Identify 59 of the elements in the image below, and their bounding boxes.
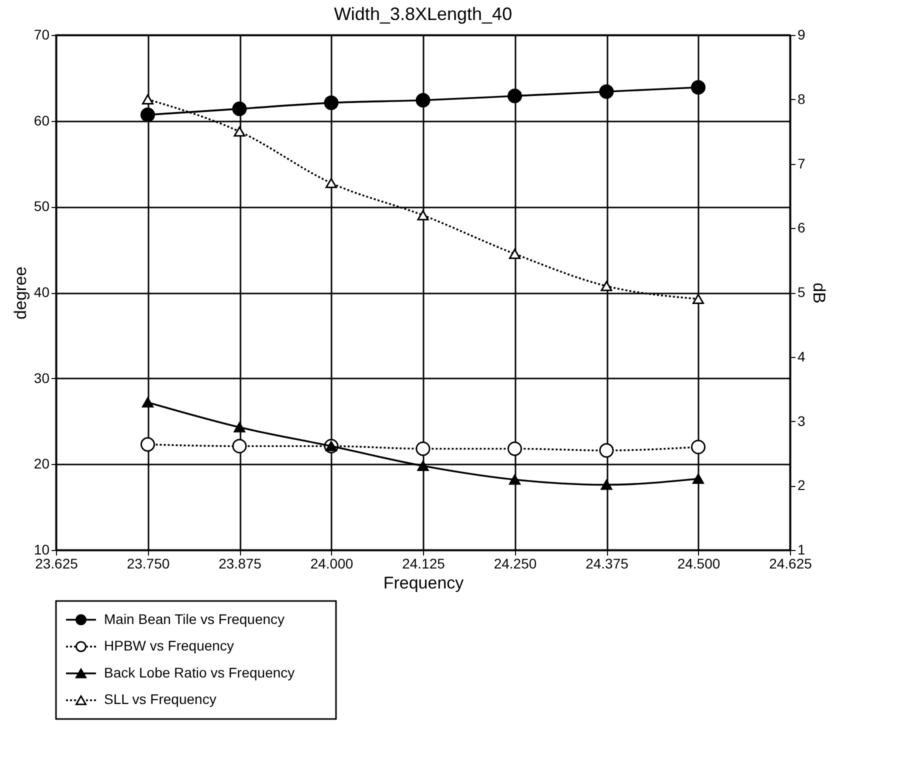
y2-tick-label: 3 <box>798 412 806 429</box>
point <box>416 92 430 108</box>
point <box>232 438 247 454</box>
y2-tick-label: 9 <box>798 26 806 42</box>
y2-axis-title: dB <box>809 282 828 304</box>
x-axis-title: Frequency <box>383 574 464 592</box>
y2-tick-label: 2 <box>798 477 806 494</box>
x-tick-label: 24.125 <box>402 556 446 572</box>
y2-tick-label: 4 <box>798 348 806 364</box>
point <box>509 474 520 485</box>
point <box>599 84 614 99</box>
point <box>599 443 614 458</box>
legend-label: Main Bean Tile vs Frequency <box>104 610 285 627</box>
x-tick-label: 24.375 <box>586 556 629 572</box>
legend-label: SLL vs Frequency <box>104 691 216 708</box>
point <box>600 280 612 292</box>
point <box>690 440 706 454</box>
y-tick-label: 70 <box>34 26 50 42</box>
legend-label: Back Lobe Ratio vs Frequency <box>104 664 295 680</box>
x-tick-label: 24.250 <box>494 556 537 572</box>
y2-tick-label: 8 <box>798 90 806 107</box>
point <box>142 94 154 104</box>
y2-tick-label: 1 <box>798 542 806 558</box>
x-tick-label: 24.625 <box>769 556 812 572</box>
y-tick-label: 60 <box>34 112 50 128</box>
y-axis-title: degree <box>10 266 30 320</box>
point <box>140 108 156 122</box>
point <box>417 460 429 471</box>
point <box>140 437 156 452</box>
x-tick-label: 23.750 <box>126 556 170 572</box>
y2-tick-label: 6 <box>798 220 806 236</box>
point <box>600 480 612 490</box>
point <box>507 441 522 456</box>
point <box>416 441 430 456</box>
point <box>417 210 429 220</box>
x-tick-label: 24.500 <box>677 556 720 572</box>
point <box>232 102 247 116</box>
y-tick-label: 50 <box>34 198 50 214</box>
x-tick-label: 23.625 <box>35 556 78 572</box>
y2-tick-label: 7 <box>798 155 806 172</box>
y-tick-label: 10 <box>34 542 50 558</box>
point <box>234 126 246 137</box>
y-tick-label: 20 <box>34 456 50 472</box>
y2-tick-label: 5 <box>798 284 806 300</box>
y-tick-label: 30 <box>34 370 50 386</box>
point <box>509 248 520 259</box>
point <box>234 422 246 432</box>
point <box>692 294 704 304</box>
legend-label: HPBW vs Frequency <box>104 638 234 654</box>
y-tick-label: 40 <box>34 284 50 300</box>
point <box>690 80 706 95</box>
point <box>507 88 522 104</box>
x-tick-label: 24.000 <box>310 556 354 572</box>
point <box>326 178 337 188</box>
chart-title: Width_3.8XLength_40 <box>334 4 512 24</box>
x-tick-label: 23.875 <box>218 556 262 572</box>
point <box>324 96 339 110</box>
point <box>692 474 704 484</box>
point <box>142 397 154 408</box>
